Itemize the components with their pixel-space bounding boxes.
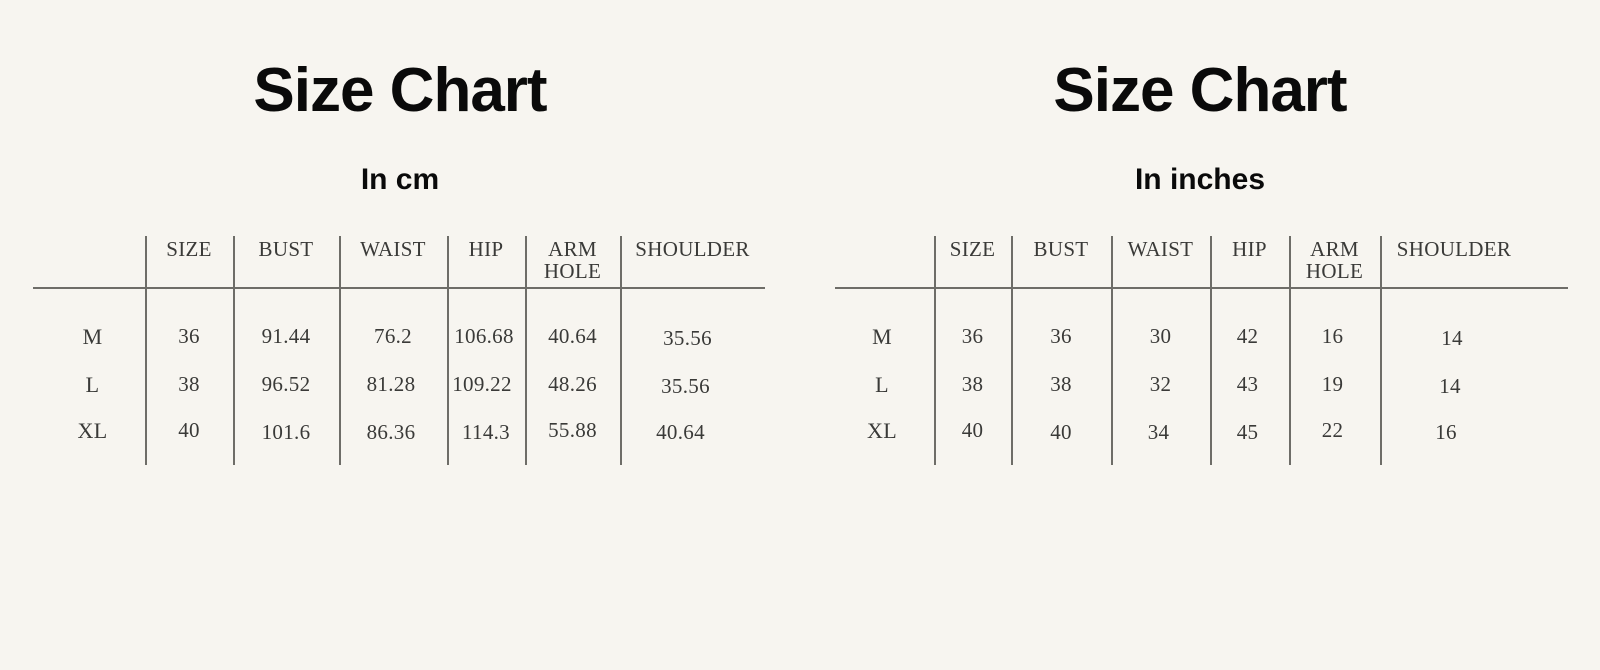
cell-l-armhole: 48.26	[548, 372, 597, 396]
cell-m-shoulder: 14	[1441, 326, 1463, 350]
column-divider-5	[1289, 236, 1291, 465]
cell-l-size: 38	[178, 372, 200, 396]
cell-xl-waist: 34	[1147, 420, 1170, 444]
row-label-xl: XL	[867, 418, 897, 443]
cell-m-size: 36	[178, 324, 200, 348]
size-table-cm: SIZE BUST WAIST HIP ARM HOLE SHOULDER M …	[33, 236, 765, 465]
cell-m-bust: 91.44	[261, 324, 311, 348]
cell-l-waist: 81.28	[366, 372, 416, 396]
header-separator-line	[835, 287, 1568, 289]
column-divider-4	[447, 236, 449, 465]
cell-xl-bust: 101.6	[261, 420, 311, 444]
column-header-shoulder: SHOULDER	[1396, 237, 1512, 261]
column-divider-6	[620, 236, 622, 465]
cell-xl-shoulder: 40.64	[656, 420, 705, 444]
row-label-l: L	[875, 372, 889, 397]
column-header-armhole: ARM HOLE	[1305, 237, 1364, 284]
cell-m-waist: 30	[1149, 324, 1172, 348]
cell-l-bust: 38	[1050, 372, 1072, 396]
cell-m-hip: 106.68	[454, 324, 514, 348]
cell-xl-hip: 45	[1236, 420, 1259, 444]
cell-l-waist: 32	[1149, 372, 1172, 396]
row-label-xl: XL	[77, 418, 108, 443]
cell-l-size: 38	[961, 372, 984, 396]
column-divider-4	[1210, 236, 1212, 465]
cell-l-hip: 43	[1236, 372, 1259, 396]
column-divider-3	[339, 236, 341, 465]
column-header-size: SIZE	[166, 237, 212, 261]
row-label-m: M	[82, 324, 103, 349]
column-header-armhole: ARM HOLE	[543, 237, 602, 284]
cell-xl-shoulder: 16	[1435, 420, 1457, 444]
column-header-size: SIZE	[949, 237, 996, 261]
column-divider-5	[525, 236, 527, 465]
cell-l-shoulder: 35.56	[661, 374, 710, 398]
cell-xl-hip: 114.3	[462, 420, 510, 444]
cell-l-bust: 96.52	[261, 372, 311, 396]
column-divider-2	[233, 236, 235, 465]
cell-xl-bust: 40	[1050, 420, 1072, 444]
row-label-l: L	[85, 372, 100, 397]
column-header-waist: WAIST	[360, 237, 426, 261]
cell-xl-size: 40	[178, 418, 200, 442]
row-label-m: M	[872, 324, 892, 349]
column-divider-3	[1111, 236, 1113, 465]
cell-m-hip: 42	[1236, 324, 1259, 348]
column-header-shoulder: SHOULDER	[635, 237, 750, 261]
page-subtitle-cm: In cm	[360, 163, 440, 196]
cell-m-size: 36	[961, 324, 984, 348]
header-separator-line	[33, 287, 765, 289]
cell-m-shoulder: 35.56	[663, 326, 712, 350]
column-header-hip: HIP	[468, 237, 504, 261]
column-header-bust: BUST	[258, 237, 314, 261]
cell-xl-armhole: 55.88	[548, 418, 597, 442]
cell-xl-armhole: 22	[1321, 418, 1344, 442]
size-chart-panel-cm: Size Chart In cm SIZE BUST WAIST HIP ARM…	[33, 56, 765, 465]
column-divider-1	[934, 236, 936, 465]
column-divider-2	[1011, 236, 1013, 465]
cell-m-armhole: 40.64	[548, 324, 597, 348]
size-chart-panel-inches: Size Chart In inches SIZE BUST WAIST HIP…	[800, 0, 1600, 670]
cell-l-shoulder: 14	[1439, 374, 1461, 398]
cell-l-armhole: 19	[1321, 372, 1344, 396]
cell-xl-waist: 86.36	[366, 420, 416, 444]
page-subtitle-inches: In inches	[1134, 163, 1266, 196]
cell-l-hip: 109.22	[452, 372, 512, 396]
cell-m-waist: 76.2	[374, 324, 412, 348]
column-divider-1	[145, 236, 147, 465]
cell-xl-size: 40	[961, 418, 984, 442]
column-header-waist: WAIST	[1127, 237, 1194, 261]
column-header-hip: HIP	[1232, 237, 1267, 261]
page-title-inches: Size Chart	[1053, 56, 1347, 125]
column-header-bust: BUST	[1033, 237, 1089, 261]
cell-m-armhole: 16	[1321, 324, 1344, 348]
cell-m-bust: 36	[1050, 324, 1072, 348]
size-table-inches: SIZE BUST WAIST HIP ARM HOLE SHOULDER M …	[800, 0, 1600, 670]
column-divider-6	[1380, 236, 1382, 465]
page-title-cm: Size Chart	[253, 56, 547, 125]
